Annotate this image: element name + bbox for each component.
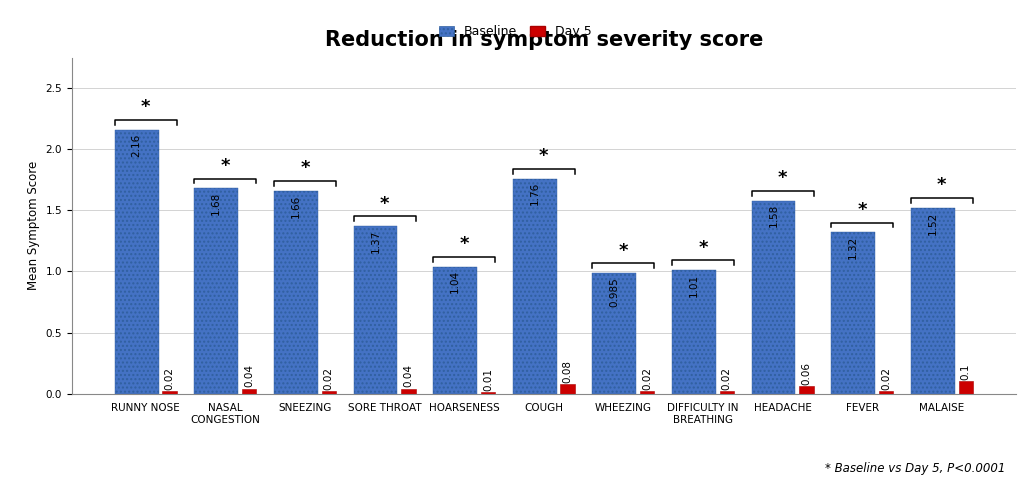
Text: 1.04: 1.04 xyxy=(450,270,460,293)
Text: 0.01: 0.01 xyxy=(483,368,494,391)
Bar xyxy=(911,208,954,394)
Text: 1.68: 1.68 xyxy=(211,192,222,215)
Text: *: * xyxy=(699,239,708,257)
Bar xyxy=(513,179,556,394)
Text: *: * xyxy=(221,157,230,175)
Bar xyxy=(719,391,734,394)
Text: 0.02: 0.02 xyxy=(164,367,174,390)
Text: *: * xyxy=(937,177,947,194)
Text: 1.76: 1.76 xyxy=(529,182,540,205)
Bar xyxy=(831,232,875,394)
Bar xyxy=(640,391,655,394)
Text: 1.52: 1.52 xyxy=(928,212,938,235)
Text: 0.02: 0.02 xyxy=(642,367,653,390)
Text: * Baseline vs Day 5, P<0.0001: * Baseline vs Day 5, P<0.0001 xyxy=(825,462,1005,475)
Text: 0.08: 0.08 xyxy=(562,360,573,383)
Text: 0.02: 0.02 xyxy=(722,367,732,390)
Text: *: * xyxy=(141,98,151,116)
Text: 0.985: 0.985 xyxy=(609,277,620,307)
Text: 0.1: 0.1 xyxy=(960,364,971,380)
Text: 0.06: 0.06 xyxy=(801,362,812,385)
Text: *: * xyxy=(301,159,310,177)
Bar xyxy=(433,266,477,394)
Text: *: * xyxy=(858,201,867,219)
Text: *: * xyxy=(619,242,628,260)
Text: 1.01: 1.01 xyxy=(688,274,699,297)
Text: 0.04: 0.04 xyxy=(244,364,254,387)
Text: 1.66: 1.66 xyxy=(290,194,301,218)
Bar xyxy=(560,384,575,394)
Bar xyxy=(592,273,636,394)
Text: *: * xyxy=(778,169,787,187)
Legend: Baseline, Day 5: Baseline, Day 5 xyxy=(434,20,597,43)
Bar xyxy=(879,391,894,394)
Bar xyxy=(481,392,496,394)
Text: 1.32: 1.32 xyxy=(849,236,858,259)
Bar xyxy=(322,391,337,394)
Bar xyxy=(194,188,238,394)
Text: 0.02: 0.02 xyxy=(881,367,891,390)
Bar xyxy=(242,389,256,394)
Text: *: * xyxy=(539,147,549,165)
Text: 2.16: 2.16 xyxy=(131,133,142,156)
Bar xyxy=(115,130,158,394)
Text: 1.58: 1.58 xyxy=(768,204,779,228)
Text: 0.04: 0.04 xyxy=(403,364,413,387)
Bar xyxy=(401,389,416,394)
Bar xyxy=(799,386,814,394)
Bar xyxy=(672,270,716,394)
Y-axis label: Mean Symptom Score: Mean Symptom Score xyxy=(27,161,40,290)
Text: *: * xyxy=(460,235,469,253)
Title: Reduction in symptom severity score: Reduction in symptom severity score xyxy=(324,31,763,50)
Text: 0.02: 0.02 xyxy=(324,367,333,390)
Bar xyxy=(751,201,795,394)
Bar xyxy=(958,382,973,394)
Text: 1.37: 1.37 xyxy=(370,230,381,253)
Bar xyxy=(274,191,318,394)
Text: *: * xyxy=(380,195,389,213)
Bar xyxy=(354,226,397,394)
Bar xyxy=(162,391,176,394)
